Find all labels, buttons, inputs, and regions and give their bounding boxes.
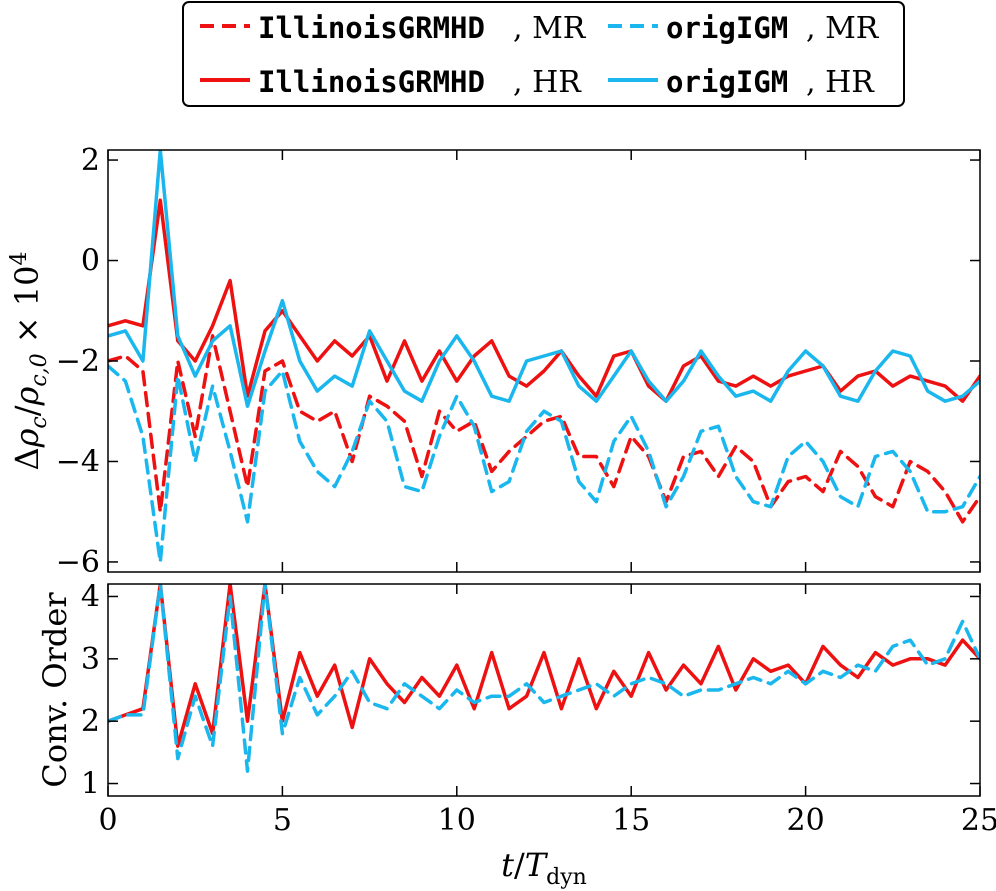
bottom-xtick-label: 10 xyxy=(438,803,476,838)
top-ytick-label: 0 xyxy=(81,244,100,279)
top-series-group xyxy=(108,150,980,564)
top-ytick-label: −4 xyxy=(56,444,100,479)
legend-suffix-origigm-mr: , MR xyxy=(806,11,880,46)
bottom-ticks: 1 2 3 4 0 5 10 15 20 25 xyxy=(81,579,996,838)
bottom-xtick-label: 20 xyxy=(787,803,825,838)
bottom-series-line-1 xyxy=(108,584,980,773)
legend-frame xyxy=(182,1,905,107)
legend-code-origigm-mr: origIGM xyxy=(666,11,788,45)
top-panel: −6 −4 −2 0 2 Δρc/ρc,0 × 104 xyxy=(7,143,981,580)
legend-code-illinois-hr: IllinoisGRMHD xyxy=(258,65,485,99)
bottom-ytick-label: 3 xyxy=(81,642,100,677)
top-series-line-0 xyxy=(108,334,980,524)
bottom-xtick-label: 5 xyxy=(273,803,292,838)
top-ytick-label: −6 xyxy=(56,545,100,580)
bottom-series-group xyxy=(108,584,980,773)
bottom-ytick-label: 4 xyxy=(81,579,100,614)
bottom-ytick-label: 2 xyxy=(81,704,100,739)
legend-code-origigm-hr: origIGM xyxy=(666,65,788,99)
legend-suffix-illinois-hr: , HR xyxy=(513,65,582,100)
legend: IllinoisGRMHD , MR origIGM , MR Illinois… xyxy=(182,1,905,107)
top-ytick-label: −2 xyxy=(56,344,100,379)
top-ylabel: Δρc/ρc,0 × 104 xyxy=(7,251,52,470)
bottom-xtick-label: 25 xyxy=(961,803,996,838)
bottom-xlabel: t/Tdyn xyxy=(501,846,587,890)
bottom-series-line-0 xyxy=(108,584,980,748)
top-ticks: −6 −4 −2 0 2 xyxy=(56,143,981,580)
legend-suffix-illinois-mr: , MR xyxy=(513,11,587,46)
bottom-ytick-label: 1 xyxy=(81,767,100,802)
bottom-panel: 1 2 3 4 0 5 10 15 20 25 Conv. Order t/Tdyn xyxy=(36,579,996,890)
bottom-xtick-label: 15 xyxy=(612,803,650,838)
legend-suffix-origigm-hr: , HR xyxy=(806,65,875,100)
bottom-panel-frame xyxy=(107,583,981,797)
top-ytick-label: 2 xyxy=(81,143,100,178)
bottom-ylabel: Conv. Order xyxy=(36,592,74,788)
legend-code-illinois-mr: IllinoisGRMHD xyxy=(258,11,485,45)
top-series-line-3 xyxy=(108,150,980,408)
top-series-line-1 xyxy=(108,364,980,564)
bottom-xtick-label: 0 xyxy=(98,803,117,838)
